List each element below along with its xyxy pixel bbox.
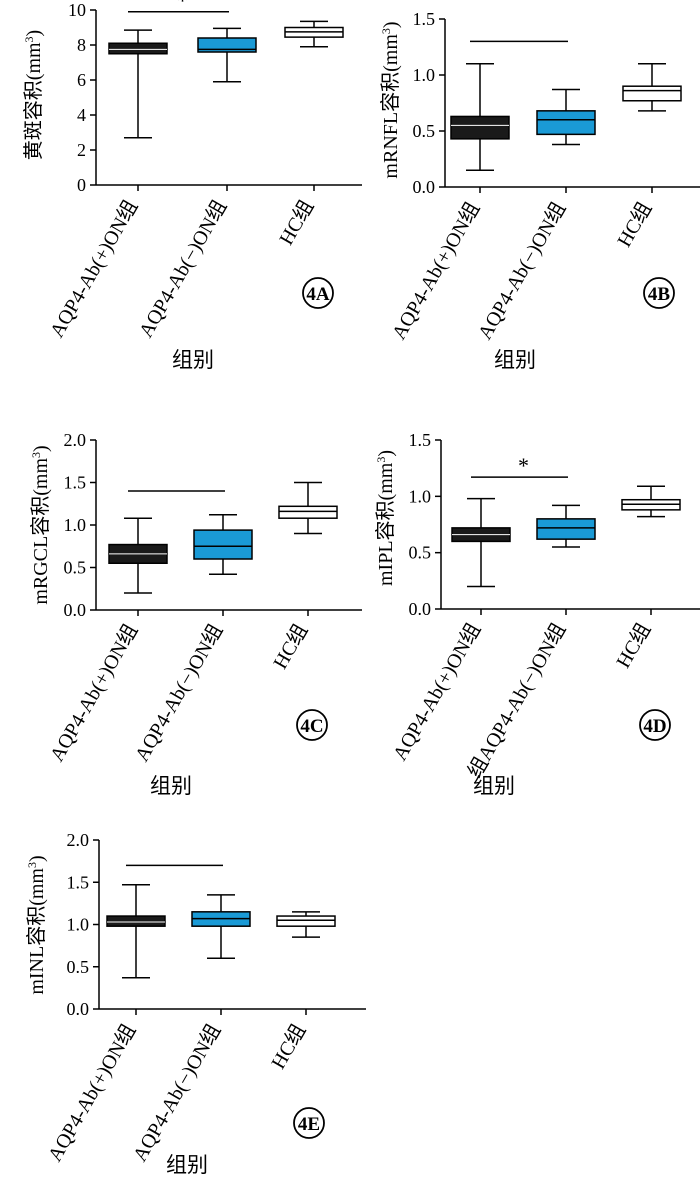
- y-axis-label-main: mRNFL容积(mm: [379, 34, 402, 179]
- panel-tag-label: 4B: [648, 284, 671, 305]
- box-1: [106, 915, 166, 927]
- y-tick-label: 0.5: [409, 543, 432, 563]
- category-label: AQP4-Ab(+)ON组: [45, 196, 142, 341]
- box-2: [536, 110, 596, 136]
- y-tick-label: 1.0: [67, 915, 90, 935]
- y-tick-label: 1.0: [409, 486, 432, 506]
- y-axis-label-sup: 3: [29, 452, 43, 458]
- category-label: AQP4-Ab(+)ON组: [388, 619, 485, 764]
- y-tick-label: 1.5: [413, 9, 436, 29]
- x-axis-label: 组别: [494, 348, 536, 372]
- category-label: HC组: [612, 619, 656, 672]
- category-label: AQP4-Ab(−)ON组: [134, 196, 231, 341]
- y-tick-label: 2.0: [64, 430, 87, 450]
- panel-tag-label: 4A: [306, 284, 330, 305]
- y-axis-label-main: mIPL容积(mm: [374, 462, 397, 586]
- box-3: [622, 85, 682, 102]
- panel-tag-circle: [639, 709, 671, 741]
- panel-tag-label: 4C: [300, 716, 323, 737]
- panel-4d: 0.0 0.5 1.0 1.5 * AQP4-Ab(+)ON组组AQP4-Ab(−)ON组…: [374, 430, 700, 798]
- significance-star: *: [518, 453, 529, 478]
- y-tick-label: 0.5: [64, 558, 87, 578]
- y-axis-label-main: mINL容积(mm: [25, 868, 48, 995]
- category-label: HC组: [275, 196, 319, 249]
- box-1: [108, 42, 168, 55]
- box-2: [193, 529, 253, 560]
- x-axis-label: 组别: [473, 774, 515, 798]
- y-tick-label: 10: [68, 0, 86, 20]
- x-axis-label: 组别: [150, 774, 192, 798]
- y-tick-label: 0.0: [67, 999, 90, 1019]
- panel-4e: 0.0 0.5 1.0 1.5 2.0 AQP4-Ab(+)ON组AQP4-Ab(−)ON…: [25, 830, 366, 1177]
- y-tick-label: 0.0: [413, 177, 436, 197]
- y-tick-label: 0.0: [64, 600, 87, 620]
- y-axis-label: mINL容积(mm3): [25, 855, 48, 994]
- y-tick-label: 0: [77, 175, 86, 195]
- panel-tag-circle: [302, 277, 334, 309]
- category-label: AQP4-Ab(+)ON组: [45, 620, 142, 765]
- panel-4c: 0.0 0.5 1.0 1.5 2.0 AQP4-Ab(+)ON组AQP4-Ab(−)ON…: [29, 430, 362, 798]
- y-tick-label: 2.0: [67, 830, 90, 850]
- panel-tag-circle: [293, 1107, 325, 1139]
- category-label: HC组: [267, 1020, 311, 1073]
- significance-star: *: [177, 0, 188, 13]
- y-tick-label: 0.5: [67, 957, 90, 977]
- category-label: AQP4-Ab(+)ON组: [387, 198, 484, 343]
- y-axis-label-sup: 3: [22, 36, 36, 42]
- y-tick-label: 0.5: [413, 121, 436, 141]
- box-2: [536, 518, 596, 540]
- y-axis-label: mRNFL容积(mm3): [379, 21, 402, 178]
- y-tick-label: 8: [77, 35, 86, 55]
- y-axis-label-main: mRGCL容积(mm: [29, 458, 52, 605]
- y-tick-label: 2: [77, 140, 86, 160]
- category-label: AQP4-Ab(−)ON组: [130, 620, 227, 765]
- category-label: AQP4-Ab(−)ON组: [128, 1020, 225, 1165]
- y-axis-label-sup: 3: [25, 862, 39, 868]
- y-tick-label: 1.0: [413, 65, 436, 85]
- y-tick-label: 4: [77, 105, 86, 125]
- y-axis-label-end: ): [26, 855, 48, 862]
- y-axis-label-sup: 3: [379, 28, 393, 34]
- y-axis-label-end: ): [30, 445, 52, 452]
- y-axis-label-end: ): [23, 30, 45, 37]
- x-axis-label: 组别: [172, 348, 214, 372]
- y-tick-label: 0.0: [409, 599, 432, 619]
- y-tick-label: 1.5: [67, 872, 90, 892]
- panel-tag-circle: [296, 709, 328, 741]
- y-axis-label-end: ): [375, 450, 397, 457]
- category-label: 组AQP4-Ab(−)ON组: [463, 619, 570, 782]
- y-tick-label: 1.0: [64, 515, 87, 535]
- panel-tag-circle: [643, 277, 675, 309]
- category-label: HC组: [269, 620, 313, 673]
- y-axis-label-main: 黄斑容积(mm: [22, 42, 45, 160]
- category-label: AQP4-Ab(−)ON组: [473, 198, 570, 343]
- panel-tag-label: 4D: [643, 716, 666, 737]
- y-tick-label: 6: [77, 70, 86, 90]
- y-tick-label: 1.5: [409, 430, 432, 450]
- y-axis-label: mRGCL容积(mm3): [29, 445, 52, 604]
- category-label: HC组: [613, 198, 657, 251]
- y-axis-label: mIPL容积(mm3): [374, 450, 397, 586]
- y-axis-label: 黄斑容积(mm3): [22, 30, 45, 160]
- panel-tag-label: 4E: [298, 1114, 320, 1135]
- box-1: [450, 115, 510, 140]
- x-axis-label: 组别: [166, 1153, 208, 1177]
- category-label: AQP4-Ab(+)ON组: [43, 1020, 140, 1165]
- box-3: [276, 915, 336, 927]
- y-axis-label-sup: 3: [374, 457, 388, 463]
- y-axis-label-end: ): [380, 21, 402, 28]
- y-tick-label: 1.5: [64, 473, 87, 493]
- box-2: [197, 37, 257, 53]
- box-3: [278, 505, 338, 519]
